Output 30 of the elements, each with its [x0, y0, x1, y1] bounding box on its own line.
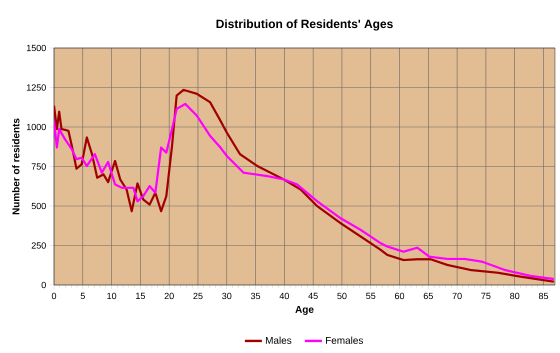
y-tick-label: 500 — [32, 202, 46, 210]
x-tick-label: 40 — [280, 292, 289, 300]
chart-title: Distribution of Residents' Ages — [216, 19, 393, 31]
x-tick-label: 60 — [394, 292, 404, 300]
x-tick-label: 75 — [481, 292, 491, 300]
x-tick-label: 30 — [222, 292, 232, 300]
x-tick-label: 5 — [80, 292, 85, 300]
x-tick-label: 55 — [366, 292, 376, 300]
y-tick-label: 0 — [42, 282, 46, 288]
x-tick-label: 70 — [452, 292, 462, 300]
x-tick-label: 20 — [164, 292, 174, 300]
x-tick-label: 25 — [193, 292, 203, 300]
y-tick-label: 250 — [32, 242, 46, 249]
legend-label: Males — [266, 336, 292, 344]
x-tick-label: 80 — [510, 292, 520, 300]
y-axis-title: Number of residents — [12, 118, 20, 214]
x-tick-label: 10 — [107, 292, 116, 300]
x-axis-title: Age — [295, 306, 314, 315]
y-tick-label: 1250 — [26, 84, 46, 91]
x-tick-label: 65 — [424, 292, 433, 300]
y-tick-label: 1000 — [26, 124, 46, 130]
x-tick-label: 45 — [308, 292, 318, 300]
x-tick-label: 0 — [52, 292, 56, 300]
x-tick-label: 50 — [337, 292, 347, 300]
legend-label: Females — [326, 336, 363, 344]
x-tick-label: 35 — [250, 292, 260, 300]
x-tick-label: 15 — [136, 292, 145, 300]
x-tick-label: 85 — [538, 292, 548, 300]
y-tick-label: 1500 — [26, 44, 46, 52]
y-tick-label: 750 — [32, 163, 46, 170]
